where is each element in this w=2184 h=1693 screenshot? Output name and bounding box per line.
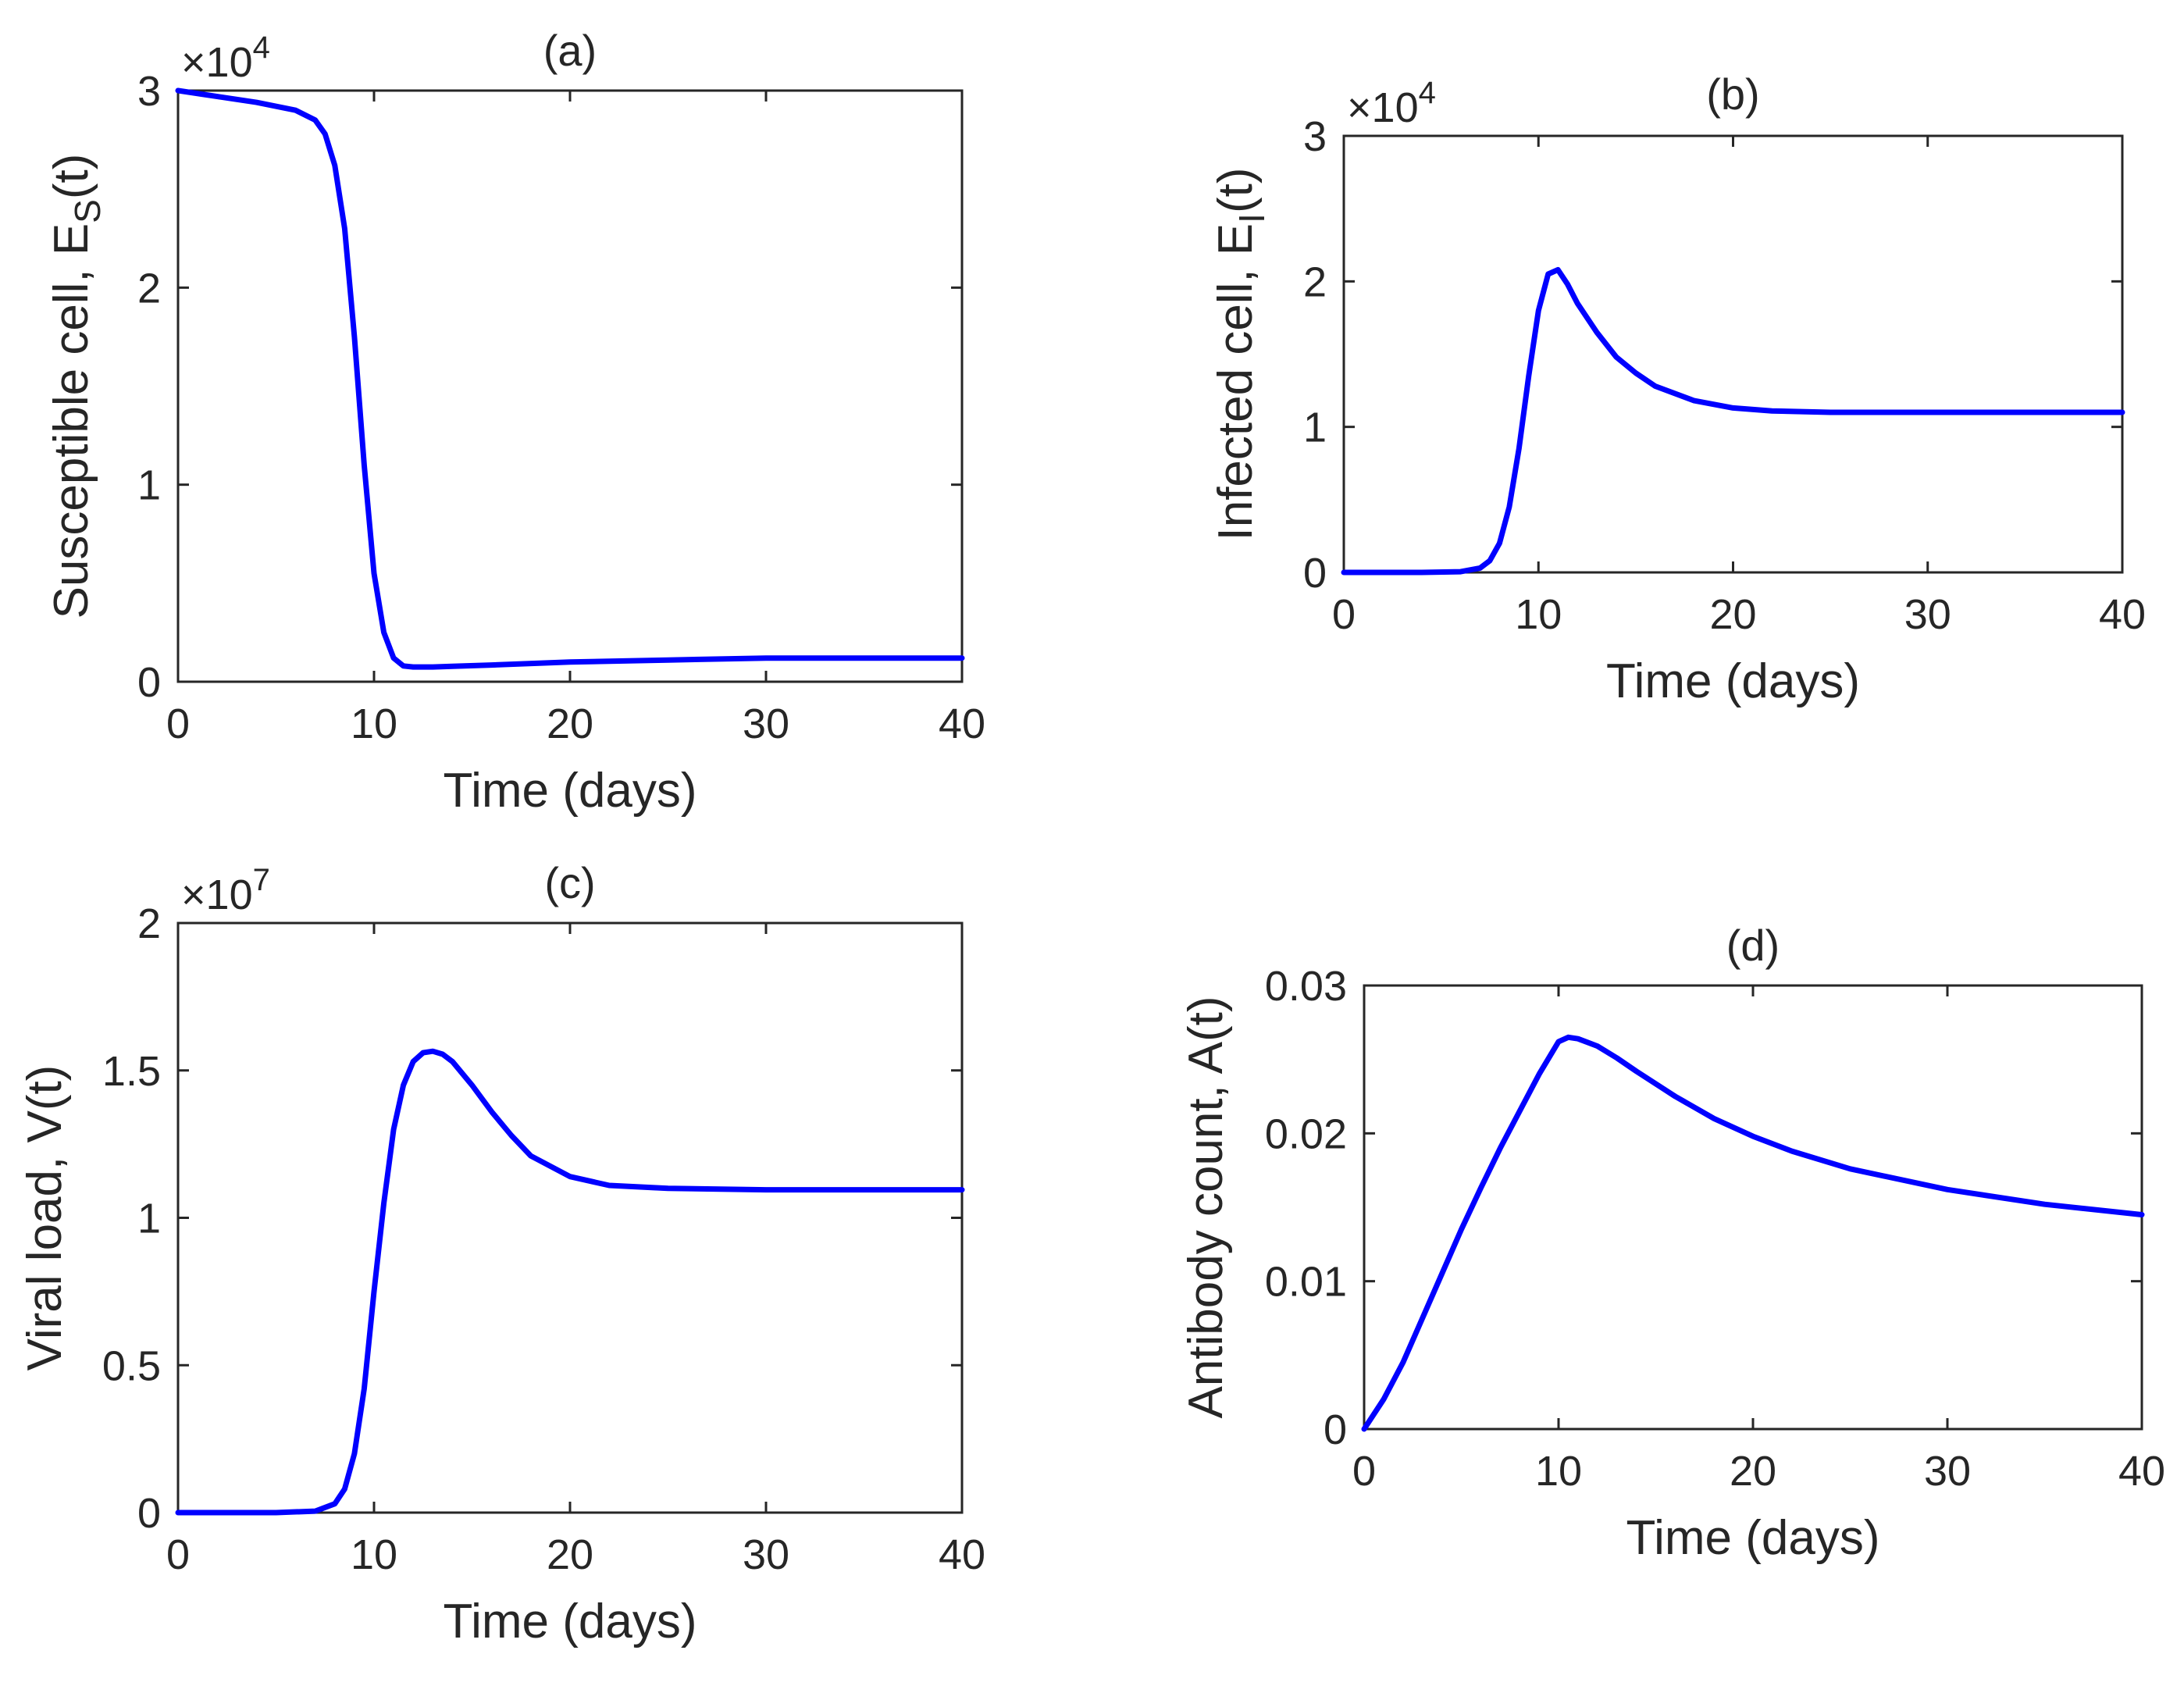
y-exponent-a: ×104 (181, 30, 270, 86)
panel-d: 0 10 20 30 40 0 0.01 0.02 0.03 (d) Time (days) Anti… (1179, 921, 2165, 1565)
y-tick-label-d-3: 0.03 (1265, 963, 1347, 1010)
x-axis-label-d: Time (days) (1626, 1511, 1880, 1565)
panel-a: 0 10 20 30 40 0 1 2 3 ×104 (a) Time (days) Susceptib… (45, 26, 985, 818)
x-tick-label-c-0: 0 (166, 1531, 190, 1578)
y-axis-label-a: Susceptible cell, ES(t) (45, 154, 108, 619)
x-tick-label-b-0: 0 (1332, 591, 1356, 638)
x-tick-label-a-0: 0 (166, 700, 190, 747)
series-line-a-0 (175, 87, 965, 670)
series-line-c-0 (175, 1048, 965, 1516)
x-tick-label-a-2: 20 (547, 700, 593, 747)
panel-title-c: (c) (544, 858, 595, 907)
x-tick-label-c-3: 30 (743, 1531, 789, 1578)
y-axis-label-c: Viral load, V(t) (18, 1065, 72, 1371)
x-tick-label-c-1: 10 (351, 1531, 397, 1578)
y-tick-label-a-2: 2 (137, 265, 161, 312)
panel-c: 0 10 20 30 40 0 0.5 1 1.5 2 ×107 (c) Time (days) Vira… (18, 858, 985, 1648)
axes-frame-b (1342, 134, 2124, 574)
y-tick-label-a-0: 0 (137, 659, 161, 706)
y-tick-label-d-0: 0 (1324, 1406, 1347, 1453)
y-axis-label-b: Infected cell, EI(t) (1209, 168, 1272, 541)
y-tick-label-d-2: 0.02 (1265, 1110, 1347, 1157)
x-tick-label-c-4: 40 (939, 1531, 985, 1578)
x-tick-label-c-2: 20 (547, 1531, 593, 1578)
axes-frame-d (1363, 984, 2143, 1431)
panel-title-b: (b) (1706, 70, 1759, 119)
y-tick-label-c-2: 1 (137, 1196, 161, 1242)
axes-frame-c (176, 921, 964, 1514)
x-tick-label-b-3: 30 (1904, 591, 1951, 638)
x-tick-label-a-4: 40 (939, 700, 985, 747)
y-tick-label-d-1: 0.01 (1265, 1259, 1347, 1306)
y-axis-label-d: Antibody count, A(t) (1179, 996, 1233, 1418)
x-axis-label-c: Time (days) (444, 1595, 697, 1648)
x-tick-label-a-3: 30 (743, 700, 789, 747)
y-exponent-b: ×104 (1347, 76, 1436, 131)
y-tick-label-c-1: 0.5 (102, 1342, 161, 1389)
panel-title-d: (d) (1726, 921, 1780, 970)
panel-title-a: (a) (543, 26, 597, 75)
y-tick-label-c-4: 2 (137, 900, 161, 947)
y-exponent-c: ×107 (181, 863, 270, 918)
panel-b: 0 10 20 30 40 0 1 2 3 ×104 (b) Time (days) Infected … (1209, 70, 2146, 708)
x-tick-label-a-1: 10 (351, 700, 397, 747)
x-axis-label-a: Time (days) (444, 764, 697, 818)
x-tick-label-d-1: 10 (1535, 1448, 1582, 1495)
series-line-b-0 (1341, 266, 2125, 576)
x-tick-label-b-1: 10 (1515, 591, 1562, 638)
y-tick-label-b-0: 0 (1303, 550, 1327, 597)
y-tick-label-a-1: 1 (137, 462, 161, 509)
x-tick-label-b-2: 20 (1709, 591, 1756, 638)
y-tick-label-b-1: 1 (1303, 405, 1327, 451)
x-tick-label-d-3: 30 (1924, 1448, 1971, 1495)
y-tick-label-b-2: 2 (1303, 258, 1327, 305)
x-tick-label-d-2: 20 (1730, 1448, 1776, 1495)
y-tick-label-b-3: 3 (1303, 113, 1327, 160)
y-tick-label-a-3: 3 (137, 68, 161, 115)
axes-frame-a (176, 89, 964, 683)
x-axis-label-b: Time (days) (1606, 654, 1860, 708)
y-tick-label-c-0: 0 (137, 1490, 161, 1537)
y-tick-label-c-3: 1.5 (102, 1048, 161, 1095)
series-line-d-0 (1361, 1034, 2145, 1432)
x-tick-label-b-4: 40 (2099, 591, 2146, 638)
x-tick-label-d-0: 0 (1352, 1448, 1376, 1495)
x-tick-label-d-4: 40 (2118, 1448, 2165, 1495)
